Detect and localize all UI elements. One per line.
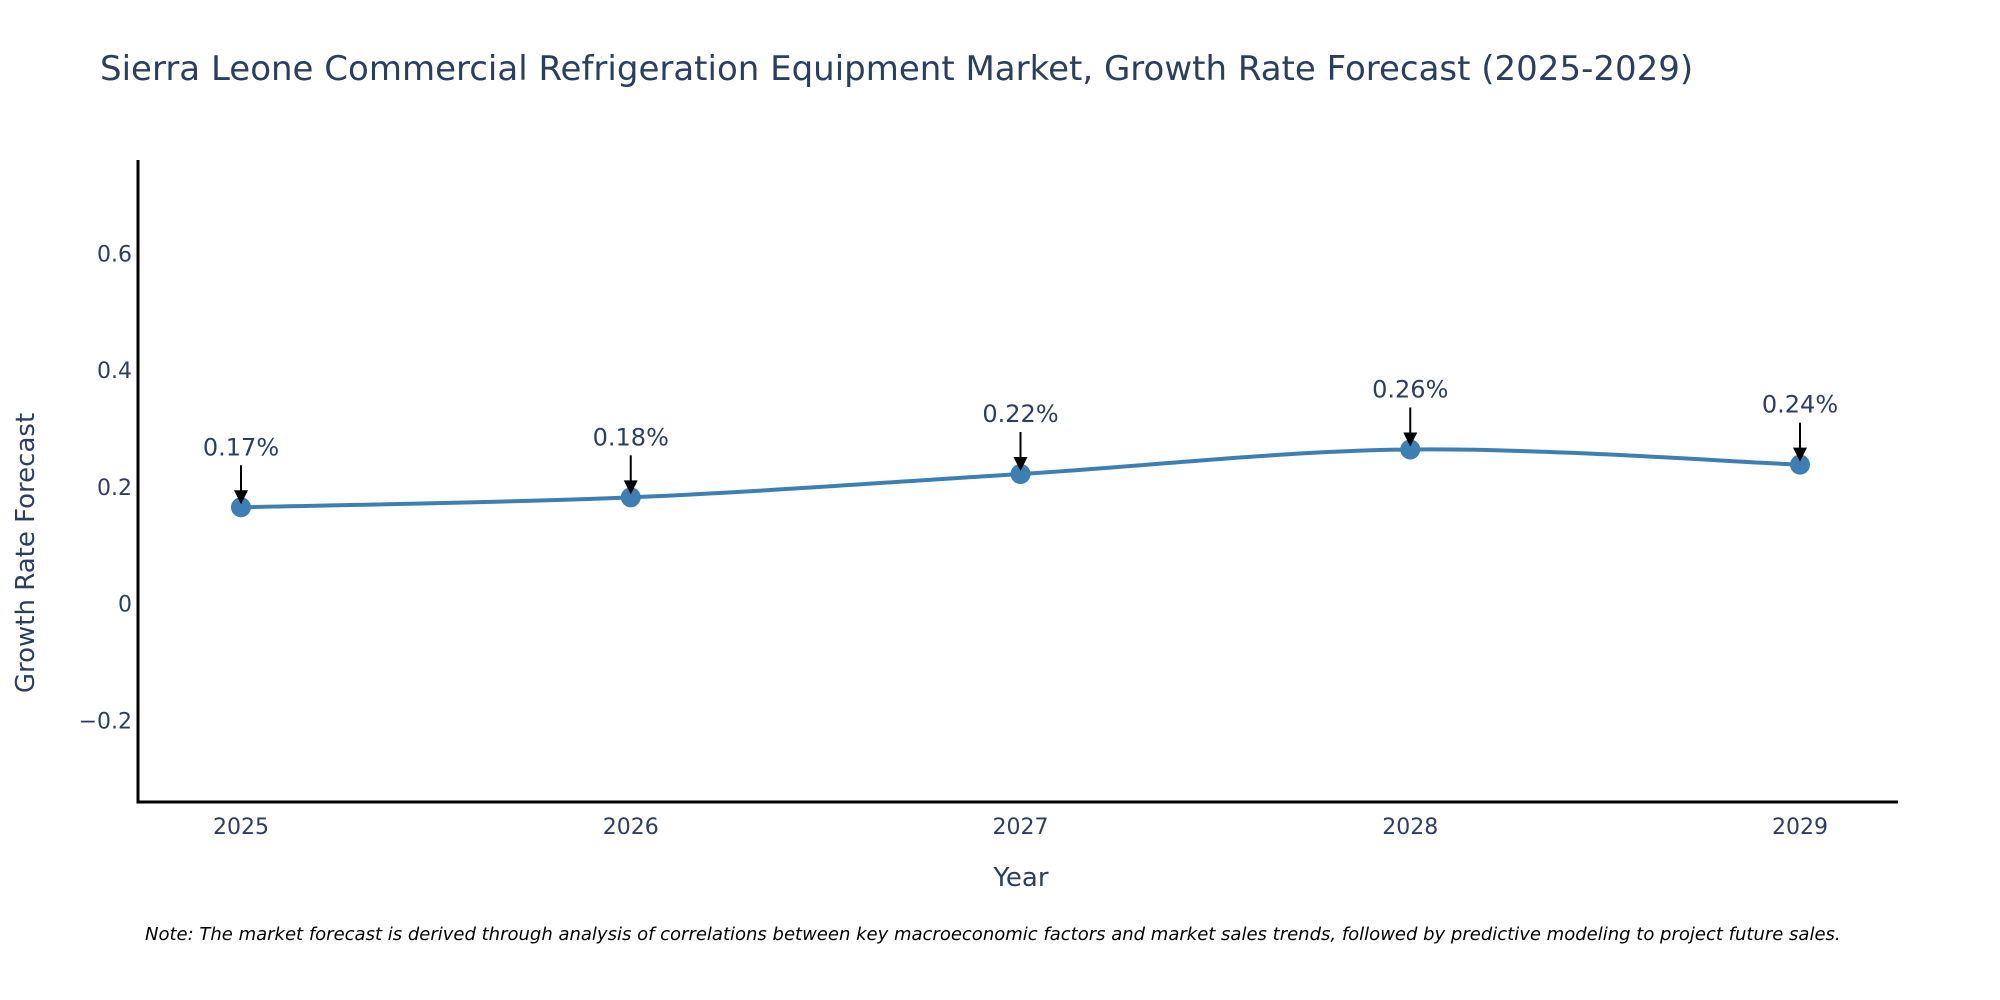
data-label: 0.24%	[1762, 391, 1838, 419]
data-point	[1790, 454, 1810, 475]
x-tick-label: 2026	[603, 815, 659, 840]
axes	[136, 160, 1898, 804]
annotation-arrowhead	[1793, 447, 1807, 462]
annotation-arrowhead	[1403, 432, 1418, 447]
data-label: 0.22%	[982, 400, 1058, 428]
data-point	[1010, 463, 1031, 484]
x-tick-label: 2027	[993, 815, 1049, 840]
annotation-arrowhead	[234, 490, 248, 505]
data-point	[620, 487, 641, 508]
x-axis-title: Year	[992, 863, 1048, 893]
data-markers	[231, 439, 1810, 518]
data-label: 0.17%	[203, 433, 279, 461]
y-axis-ticks: −0.2 0 0.2 0.4 0.6	[79, 242, 132, 734]
x-axis-ticks: 2025 2026 2027 2028 2029	[213, 815, 1828, 840]
y-axis-title: Growth Rate Forecast	[11, 413, 41, 693]
x-tick-label: 2025	[213, 815, 269, 840]
x-tick-label: 2028	[1382, 815, 1438, 840]
data-annotations: 0.17% 0.18% 0.22% 0.26% 0.24%	[203, 375, 1838, 505]
y-tick-label: 0.2	[97, 476, 132, 501]
annotation-arrowhead	[623, 480, 638, 495]
footnote: Note: The market forecast is derived thr…	[145, 924, 1841, 945]
y-tick-label: 0.6	[97, 242, 132, 267]
data-point	[1400, 439, 1421, 460]
y-tick-label: −0.2	[79, 709, 132, 734]
annotation-arrowhead	[1013, 456, 1028, 471]
data-label: 0.26%	[1372, 375, 1448, 403]
data-point	[231, 497, 251, 518]
x-tick-label: 2029	[1772, 815, 1828, 840]
y-tick-label: 0	[118, 593, 132, 618]
data-label: 0.18%	[593, 423, 669, 451]
y-tick-label: 0.4	[97, 359, 132, 384]
chart-title: Sierra Leone Commercial Refrigeration Eq…	[100, 49, 1693, 89]
